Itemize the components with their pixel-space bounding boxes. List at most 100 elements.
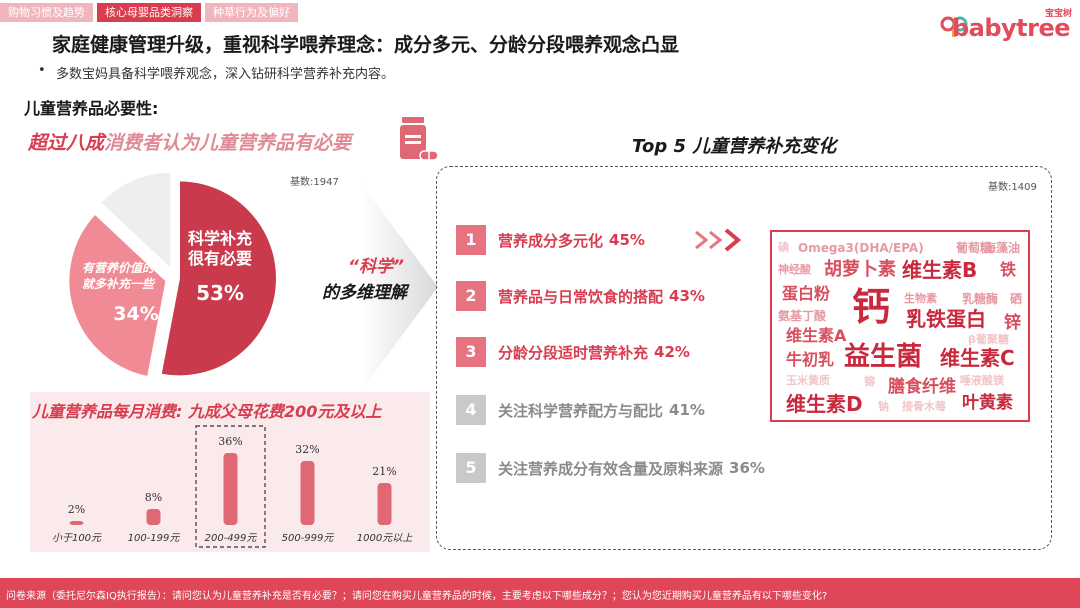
rank-text: 营养成分多元化 (498, 231, 604, 250)
bar (69, 521, 84, 525)
word-cloud-term: 神经酸 (778, 263, 811, 276)
word-cloud-term: β葡聚糖 (968, 333, 1009, 346)
logo-chinese: 宝宝树 (1044, 9, 1072, 19)
rank-number: 4 (456, 395, 486, 425)
word-cloud-term: Omega3(DHA/EPA) (798, 241, 924, 255)
word-cloud-term: 锌 (1004, 313, 1021, 333)
bar-value-label: 32% (295, 443, 319, 456)
bar-category-label: 100-199元 (128, 533, 181, 544)
callout-rest: 消费者认为儿童营养品有必要 (104, 132, 352, 154)
word-cloud-term: 益生菌 (844, 342, 923, 372)
word-cloud-term: 葡萄糖 (956, 241, 993, 255)
word-cloud-term: 牛初乳 (786, 350, 835, 369)
word-cloud-term: 硒 (1010, 292, 1023, 306)
pie-slice-label: 科学补充 (188, 229, 252, 248)
page-title: 家庭健康管理升级，重视科学喂养理念：成分多元、分龄分段喂养观念凸显 (52, 34, 680, 56)
rank-percent: 45% (609, 231, 645, 249)
word-cloud-term: 乳铁蛋白 (906, 307, 986, 331)
word-cloud-term: 唾液酸镁 (960, 374, 1004, 387)
babytree-logo-icon (940, 16, 968, 37)
footer-bar: 问卷来源（委托尼尔森IQ执行报告）：请问您认为儿童营养补充是否有必要？；请问您在… (0, 578, 1080, 608)
rank-percent: 36% (729, 459, 765, 477)
word-cloud-term: 接骨木莓 (902, 400, 946, 413)
word-cloud-term: 维生素B (902, 258, 978, 282)
word-cloud-term: 铁 (1000, 260, 1017, 279)
rank-text: 分龄分段适时营养补充 (498, 343, 649, 362)
bar-value-label: 8% (145, 491, 162, 504)
logo-text: babytree (951, 14, 1071, 42)
pie-slice (98, 170, 173, 273)
pie-slice (159, 179, 278, 378)
word-cloud-term: 生物素 (904, 292, 937, 305)
science-quote: “科学” (348, 257, 404, 277)
word-cloud-term: 叶黄素 (962, 393, 1013, 413)
monthly-spending-bar-chart: 2% 小于100元 8% 100-199元 36% 200-499元 32% 500-999元… (52, 425, 413, 548)
rank-item-3: 3 分龄分段适时营养补充 42% (456, 336, 690, 368)
word-cloud-term: 胡萝卜素 (824, 259, 896, 280)
word-cloud-term: 海藻油 (984, 241, 1021, 255)
word-cloud-term: 维生素A (786, 326, 847, 345)
pie-slice-label: 就多补充一些 (82, 277, 156, 291)
word-cloud-term: 膳食纤维 (888, 377, 956, 397)
tab-core-categories[interactable]: 核心母婴品类洞察 (97, 3, 201, 22)
top-tabs: 购物习惯及趋势 核心母婴品类洞察 种草行为及偏好 (0, 3, 302, 22)
rank-item-5: 5 关注营养成分有效含量及原料来源 36% (456, 452, 765, 484)
tab-seeding-behavior[interactable]: 种草行为及偏好 (205, 3, 298, 22)
footer-source: 问卷来源（委托尼尔森IQ执行报告）：请问您认为儿童营养补充是否有必要？；请问您在… (6, 591, 828, 602)
rank-item-1: 1 营养成分多元化 45% (456, 224, 645, 256)
rank-number: 2 (456, 281, 486, 311)
rank-percent: 43% (669, 287, 705, 305)
pie-slice-value: 53% (196, 281, 244, 305)
bar-category-label: 500-999元 (282, 533, 335, 544)
pie-slice-label: 有营养价值的 (82, 261, 156, 275)
supplement-bottle-icon (400, 117, 439, 161)
callout-emphasis: 超过八成 (28, 132, 105, 154)
top5-title: Top 5 儿童营养补充变化 (632, 136, 837, 157)
word-cloud-term: 蛋白粉 (782, 284, 831, 303)
double-chevron-right-icon (695, 229, 742, 251)
word-cloud-term: 钙 (852, 285, 891, 329)
rank-percent: 41% (669, 401, 705, 419)
bar (377, 483, 392, 525)
top5-base-count: 基数:1409 (988, 182, 1037, 193)
pie-slice-value: 34% (113, 303, 158, 325)
pie-base-count: 基数:1947 (290, 177, 339, 188)
top5-panel (436, 166, 1052, 550)
rank-text: 关注营养成分有效含量及原料来源 (498, 459, 724, 478)
rank-number: 3 (456, 337, 486, 367)
rank-item-2: 2 营养品与日常饮食的搭配 43% (456, 280, 705, 312)
science-text: 的多维理解 (322, 283, 407, 303)
bar (223, 453, 238, 525)
tab-shopping-habits[interactable]: 购物习惯及趋势 (0, 3, 93, 22)
bar-category-label: 小于100元 (52, 532, 102, 544)
ingredient-word-cloud: 碘 Omega3(DHA/EPA) 葡萄糖 海藻油神经酸 胡萝卜素 维生素B 铁蛋白粉 钙生物… (770, 230, 1030, 422)
rank-number: 1 (456, 225, 486, 255)
word-cloud-term: 钠 (878, 400, 889, 413)
rank-number: 5 (456, 453, 486, 483)
bar-value-label: 21% (372, 465, 396, 478)
rank-text: 关注科学营养配方与配比 (498, 401, 664, 420)
babytree-logo: 宝宝树 babytree (940, 6, 1072, 42)
word-cloud-term: 氨基丁酸 (778, 309, 827, 323)
pie-slice-label: 很有必要 (188, 249, 252, 268)
bar-value-label: 36% (218, 435, 242, 448)
word-cloud-term: 碘 (778, 241, 789, 254)
bar-category-label: 1000元以上 (357, 532, 413, 544)
bar-value-label: 2% (68, 503, 85, 516)
word-cloud-term: 乳糖酶 (962, 292, 999, 306)
spending-callout: 儿童营养品每月消费: 九成父母花费200元及以上 (32, 402, 382, 421)
bar-category-label: 200-499元 (205, 533, 258, 544)
bar (300, 461, 315, 525)
bullet-summary: 多数宝妈具备科学喂养观念，深入钻研科学营养补充内容。 (38, 63, 394, 82)
highlight-box (195, 425, 266, 548)
word-cloud-term: 玉米黄质 (786, 374, 830, 387)
bar (146, 509, 161, 525)
rank-text: 营养品与日常饮食的搭配 (498, 287, 664, 306)
rank-percent: 42% (654, 343, 690, 361)
word-cloud-term: 镕 (864, 375, 875, 388)
pie-slice (67, 212, 168, 379)
science-arrow-shape (360, 182, 438, 392)
section-label-necessity: 儿童营养品必要性: (24, 99, 159, 118)
callout-necessity: 超过八成消费者认为儿童营养品有必要 (28, 128, 351, 155)
